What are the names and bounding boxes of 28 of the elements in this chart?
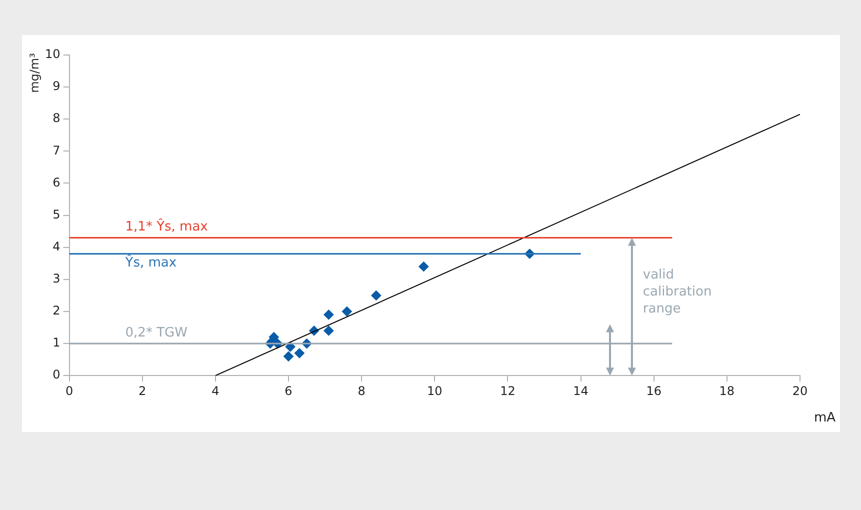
y-tick-label: 9 <box>52 79 60 94</box>
x-tick-label: 10 <box>426 384 442 398</box>
y-tick-label: 4 <box>52 239 60 254</box>
x-tick-label: 14 <box>573 384 588 398</box>
series-label: 0,2* TGW <box>125 325 188 340</box>
x-tick-label: 0 <box>65 384 74 398</box>
y-tick-label: 0 <box>52 368 60 382</box>
x-tick-label: 6 <box>284 384 292 398</box>
x-tick-label: 12 <box>500 384 516 398</box>
x-tick-label: 8 <box>358 384 366 398</box>
y-tick-label: 8 <box>52 111 60 126</box>
series-label: Ŷs, max <box>124 254 177 271</box>
y-tick-label: 10 <box>44 47 60 62</box>
y-tick-label: 1 <box>52 336 60 350</box>
series-label: 1,1* Ŷs, max <box>125 218 208 235</box>
y-tick-label: 6 <box>52 175 60 190</box>
x-tick-label: 16 <box>646 384 662 398</box>
x-tick-label: 4 <box>212 384 220 398</box>
y-axis-title: mg/m³ <box>27 52 42 93</box>
x-tick-label: 2 <box>138 384 146 398</box>
y-tick-label: 5 <box>52 207 60 222</box>
y-tick-label: 3 <box>52 272 60 286</box>
x-axis-title: mA <box>814 410 836 426</box>
y-tick-label: 7 <box>52 143 60 158</box>
y-tick-label: 2 <box>52 304 60 318</box>
annotation: valid calibration range <box>642 268 712 317</box>
x-tick-label: 20 <box>792 384 808 398</box>
x-tick-label: 18 <box>719 384 735 398</box>
